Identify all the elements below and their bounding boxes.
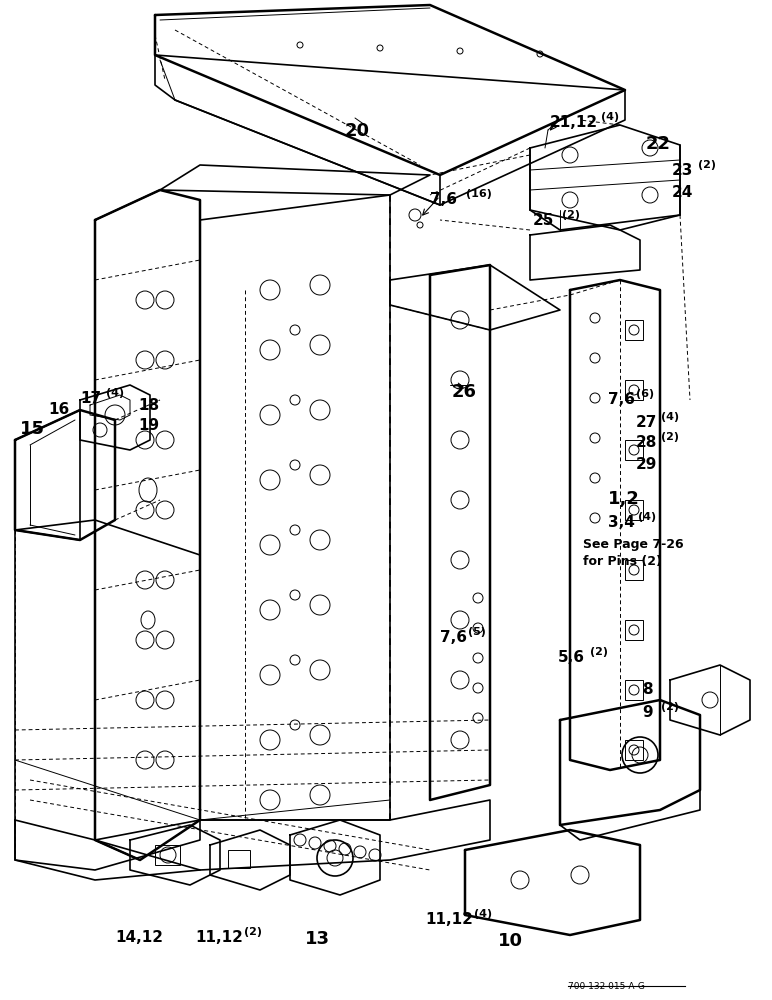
Text: (16): (16) — [466, 189, 492, 199]
Text: 9: 9 — [642, 705, 652, 720]
Text: for Pins (2): for Pins (2) — [583, 555, 662, 568]
Bar — [625, 320, 643, 340]
Bar — [625, 740, 643, 760]
Text: 24: 24 — [672, 185, 693, 200]
Bar — [625, 500, 643, 520]
Text: 17: 17 — [80, 391, 101, 406]
Bar — [625, 560, 643, 580]
Text: 13: 13 — [305, 930, 330, 948]
Text: 7,6: 7,6 — [608, 392, 635, 407]
Text: 22: 22 — [646, 135, 671, 153]
Bar — [155, 845, 180, 865]
Text: (4): (4) — [474, 909, 492, 919]
Text: (4): (4) — [661, 412, 679, 422]
Text: (2): (2) — [562, 210, 580, 220]
Bar — [228, 850, 250, 868]
Bar — [625, 440, 643, 460]
Text: (5): (5) — [468, 627, 486, 637]
Text: 8: 8 — [642, 682, 652, 697]
Text: 15: 15 — [20, 420, 45, 438]
Text: 700 132 015-A-G: 700 132 015-A-G — [568, 982, 645, 991]
Text: 26: 26 — [452, 383, 477, 401]
Text: 14,12: 14,12 — [115, 930, 163, 945]
Bar — [625, 620, 643, 640]
Text: (2): (2) — [590, 647, 608, 657]
Text: 29: 29 — [636, 457, 658, 472]
Text: 5,6: 5,6 — [558, 650, 585, 665]
Text: (4): (4) — [601, 112, 619, 122]
Text: 21,12: 21,12 — [550, 115, 598, 130]
Text: 16: 16 — [48, 402, 69, 417]
Text: 1,2: 1,2 — [608, 490, 640, 508]
Text: 27: 27 — [636, 415, 658, 430]
Bar — [625, 680, 643, 700]
Text: 3,4: 3,4 — [608, 515, 635, 530]
Text: 18: 18 — [138, 398, 159, 413]
Text: See Page 7-26: See Page 7-26 — [583, 538, 684, 551]
Text: 10: 10 — [498, 932, 523, 950]
Text: 11,12: 11,12 — [195, 930, 243, 945]
Text: 7,6: 7,6 — [440, 630, 467, 645]
Bar — [625, 380, 643, 400]
Text: (4): (4) — [106, 388, 124, 398]
Text: 11,12: 11,12 — [425, 912, 473, 927]
Text: (2): (2) — [661, 702, 679, 712]
Text: (2): (2) — [244, 927, 262, 937]
Text: (6): (6) — [636, 389, 654, 399]
Text: (2): (2) — [698, 160, 716, 170]
Text: 7,6: 7,6 — [430, 192, 457, 207]
Text: 28: 28 — [636, 435, 658, 450]
Text: (2): (2) — [661, 432, 679, 442]
Text: (4): (4) — [638, 512, 656, 522]
Text: 20: 20 — [345, 122, 370, 140]
Text: 25: 25 — [533, 213, 554, 228]
Text: 19: 19 — [138, 418, 159, 433]
Text: 23: 23 — [672, 163, 693, 178]
